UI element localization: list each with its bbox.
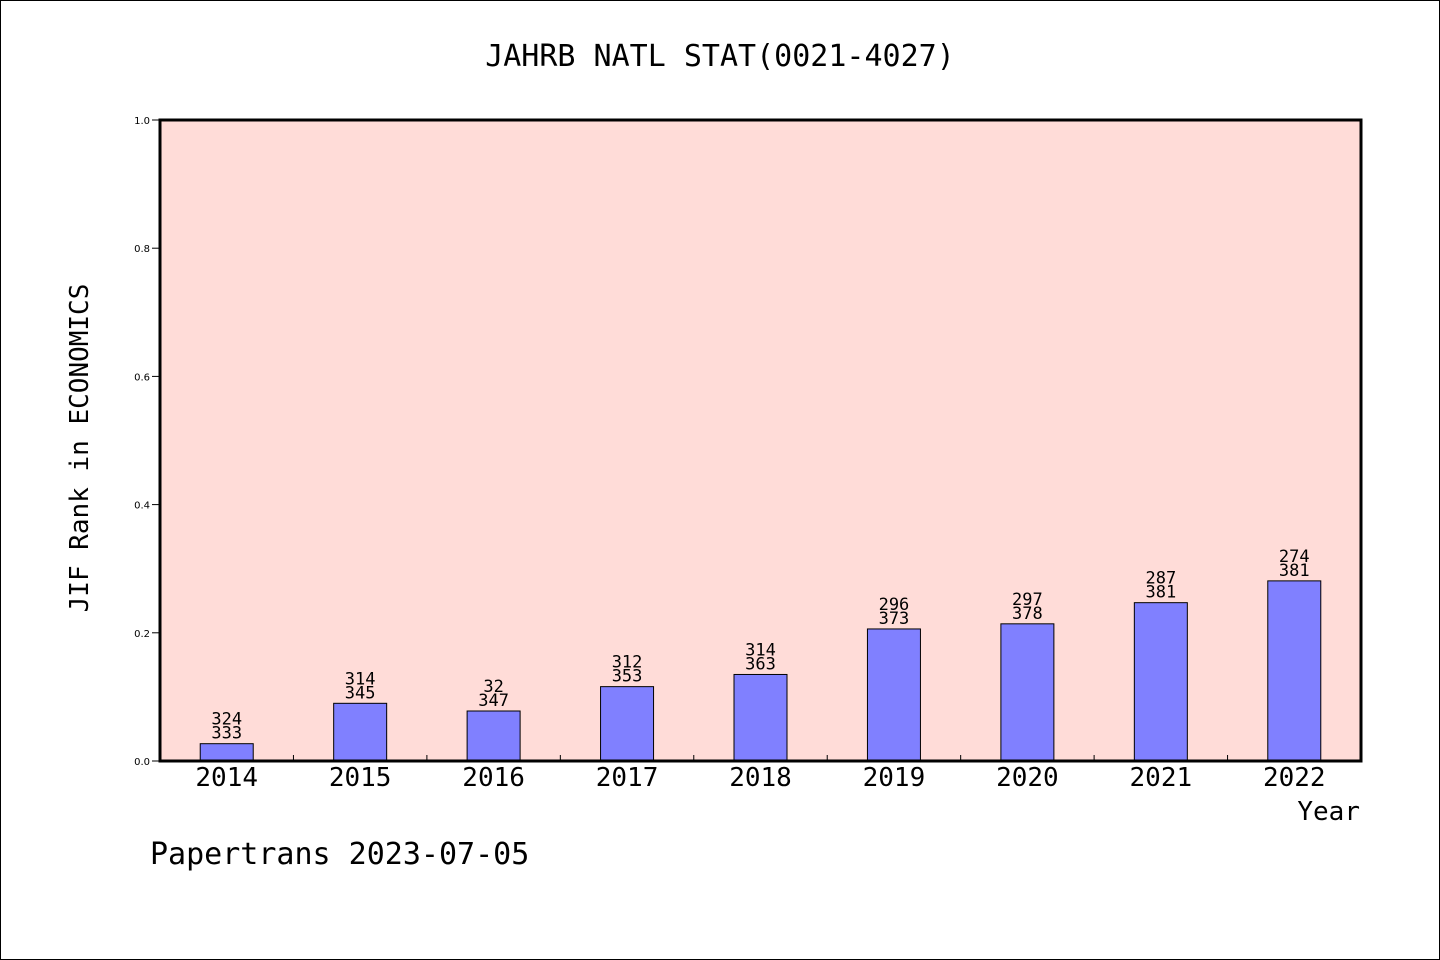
bar-label-bottom-2022: 381 (1279, 561, 1310, 581)
bar-2014 (199, 743, 254, 762)
x-tick-label-2021: 2021 (1130, 763, 1193, 793)
y-axis: 0.0 0.2 0.4 0.6 0.8 1.0 (134, 116, 160, 768)
bar-label-top-2019: 296 (879, 595, 910, 615)
y-tick-label-4: 0.8 (134, 244, 150, 255)
bar-label-bottom-2021: 381 (1145, 583, 1176, 603)
y-tick-label-0: 0.0 (134, 757, 150, 768)
bar-label-top-2021: 287 (1145, 569, 1176, 589)
y-tick-label-3: 0.6 (134, 372, 150, 383)
bar-label-top-2017: 312 (612, 653, 643, 673)
bar-label-bottom-2015: 345 (345, 683, 376, 703)
bar-2016 (466, 710, 521, 762)
x-tick-label-2022: 2022 (1263, 763, 1326, 793)
bar-label-top-2016: 32 (483, 677, 503, 697)
y-tick-label-1: 0.2 (134, 629, 150, 640)
x-tick-label-2020: 2020 (996, 763, 1059, 793)
x-tick-label-2016: 2016 (462, 763, 525, 793)
bar-label-top-2020: 297 (1012, 590, 1043, 610)
bar-label-bottom-2020: 378 (1012, 604, 1043, 624)
bar-label-top-2015: 314 (345, 669, 376, 689)
bar-2020 (1000, 623, 1055, 762)
bar-label-bottom-2018: 363 (745, 654, 776, 674)
bar-label-bottom-2016: 347 (478, 691, 509, 711)
y-tick-label-5: 1.0 (134, 116, 150, 127)
footer-text: Papertrans 2023-07-05 (150, 837, 529, 872)
bar-label-top-2014: 324 (211, 710, 242, 730)
bars-group (199, 580, 1322, 762)
bar-2019 (866, 628, 921, 762)
x-tick-label-2017: 2017 (596, 763, 659, 793)
bar-2017 (600, 686, 655, 762)
y-axis-label: JIF Rank in ECONOMICS (65, 284, 95, 613)
bar-2015 (333, 702, 388, 762)
x-axis: 2014 2015 2016 2017 2018 2019 2020 2021 2022 (195, 755, 1326, 793)
bar-label-top-2018: 314 (745, 640, 776, 660)
plot-frame (158, 118, 1363, 763)
x-tick-label-2014: 2014 (195, 763, 258, 793)
x-tick-label-2015: 2015 (329, 763, 392, 793)
bar-2021 (1133, 602, 1188, 762)
x-axis-label: Year (1297, 797, 1360, 827)
chart-title: JAHRB NATL STAT(0021-4027) (485, 39, 955, 74)
y-tick-label-2: 0.4 (134, 501, 150, 512)
bar-2018 (733, 673, 788, 762)
bar-label-top-2022: 274 (1279, 547, 1310, 567)
x-tick-label-2019: 2019 (863, 763, 926, 793)
bar-label-bottom-2019: 373 (879, 609, 910, 629)
bar-2022 (1267, 580, 1322, 762)
bar-label-bottom-2014: 333 (211, 724, 242, 744)
x-tick-label-2018: 2018 (729, 763, 792, 793)
bar-label-bottom-2017: 353 (612, 667, 643, 687)
